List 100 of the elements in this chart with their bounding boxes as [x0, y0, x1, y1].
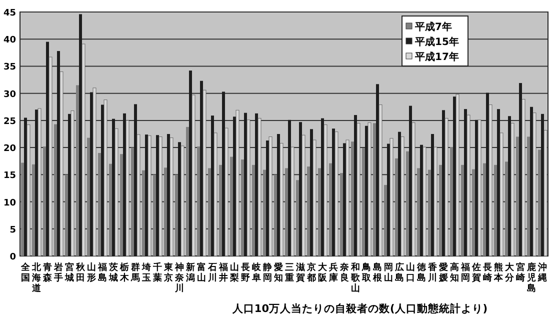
x-tick-label: 島根 — [372, 262, 383, 284]
bar — [538, 150, 541, 256]
bar — [148, 135, 152, 256]
bar — [428, 170, 431, 256]
x-tick-label: 富山 — [197, 262, 206, 284]
bar — [114, 128, 118, 256]
bar — [104, 100, 108, 256]
bar — [268, 136, 272, 256]
x-tick-label: 岐阜 — [251, 262, 262, 284]
x-tick-label: 徳島 — [416, 262, 427, 284]
x-tick-label: 新潟 — [185, 262, 195, 284]
x-tick-label: 秋田 — [75, 262, 86, 284]
bar — [505, 162, 508, 256]
bar — [142, 170, 145, 256]
bar — [109, 164, 112, 256]
x-tick-label: 鳥取 — [361, 262, 372, 284]
bar — [494, 164, 497, 256]
bar — [263, 170, 266, 256]
bar — [406, 151, 409, 256]
bar — [274, 174, 277, 256]
bar — [390, 138, 394, 256]
x-tick-label: 埼玉 — [141, 262, 151, 284]
bar — [312, 140, 316, 256]
x-tick-label: 福岡 — [460, 262, 470, 284]
y-tick-label: 15 — [3, 171, 16, 182]
x-tick-label: 鹿児島 — [526, 262, 537, 294]
x-tick-label: 全国 — [20, 262, 31, 284]
bar — [38, 108, 42, 256]
bar — [356, 122, 360, 256]
x-tick-label: 愛知 — [273, 262, 283, 284]
bar — [340, 173, 343, 256]
x-tick-label: 佐賀 — [471, 262, 481, 284]
bar — [478, 120, 482, 256]
x-tick-label: 福井 — [218, 262, 228, 284]
x-tick-label: 山形 — [86, 262, 96, 284]
bar — [417, 168, 420, 256]
x-tick-label: 兵庫 — [328, 262, 338, 284]
x-tick-label: 長野 — [240, 262, 250, 284]
y-tick-label: 10 — [3, 198, 16, 208]
x-axis-title: 人口10万人当たりの自殺者の数(人口動態統計より) — [231, 302, 488, 315]
bar — [422, 146, 426, 256]
bar — [92, 88, 96, 256]
bar — [296, 180, 299, 256]
bar — [214, 132, 218, 256]
bar — [395, 158, 398, 256]
bar — [351, 142, 354, 256]
x-tick-label: 山梨 — [229, 262, 239, 284]
bar — [60, 71, 64, 256]
bar — [412, 122, 416, 256]
x-tick-label: 宮城 — [64, 262, 74, 284]
x-tick-label: 宮崎 — [516, 262, 525, 284]
bar — [164, 168, 167, 256]
x-tick-label: 愛媛 — [438, 262, 448, 284]
bar — [532, 112, 536, 256]
x-tick-label: 沖縄 — [537, 262, 547, 284]
bar — [236, 110, 240, 256]
x-tick-label: 神奈川 — [174, 262, 185, 294]
x-tick-label: 和歌山 — [350, 262, 361, 294]
x-tick-label: 石川 — [207, 262, 217, 284]
bar — [527, 136, 530, 256]
y-tick-label: 45 — [3, 8, 16, 18]
x-tick-label: 北海道 — [31, 262, 42, 294]
bar — [362, 148, 365, 256]
y-tick-label: 20 — [3, 144, 16, 154]
bar — [192, 94, 196, 256]
bar — [48, 56, 52, 256]
bar — [307, 166, 310, 256]
bar — [444, 118, 448, 256]
x-tick-label: 香川 — [427, 262, 438, 284]
x-tick-label: 栃木 — [119, 262, 130, 284]
bar — [368, 122, 372, 256]
bar — [219, 164, 222, 256]
bar — [186, 126, 189, 256]
bar — [246, 120, 250, 256]
bar — [54, 124, 57, 256]
bar — [208, 168, 211, 256]
bar — [120, 154, 123, 256]
bar — [32, 164, 35, 256]
y-tick-label: 30 — [3, 90, 16, 100]
y-tick-label: 35 — [3, 62, 16, 73]
bar — [280, 143, 284, 256]
x-tick-label: 京都 — [306, 262, 316, 284]
bar — [230, 156, 233, 256]
bar — [170, 138, 174, 256]
bar — [285, 168, 288, 256]
bar — [126, 120, 130, 256]
bar — [26, 124, 30, 256]
bar — [252, 164, 255, 256]
bar — [466, 114, 470, 256]
bar — [472, 169, 475, 256]
y-tick-label: 40 — [3, 36, 16, 46]
bar — [378, 104, 382, 256]
x-tick-label: 岩手 — [53, 262, 63, 284]
bar — [70, 110, 74, 256]
x-tick-label: 広島 — [394, 262, 404, 284]
bar — [516, 136, 519, 256]
x-tick-label: 千葉 — [152, 262, 162, 284]
bar — [87, 138, 90, 256]
x-tick-label: 奈良 — [339, 262, 350, 284]
bar — [439, 164, 442, 256]
